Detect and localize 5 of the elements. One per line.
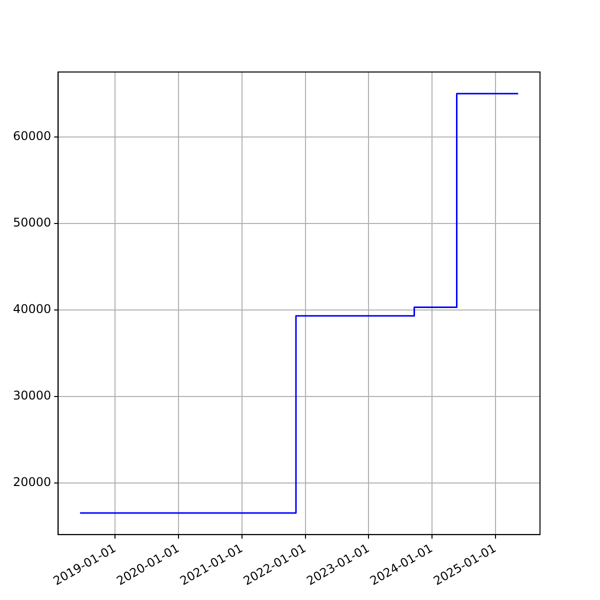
y-tick-label: 50000 — [12, 215, 52, 230]
y-tick-label: 30000 — [12, 388, 52, 402]
y-tick-label: 40000 — [12, 302, 52, 316]
y-tick-label: 60000 — [12, 128, 52, 143]
y-tick-label: 20000 — [12, 474, 52, 489]
